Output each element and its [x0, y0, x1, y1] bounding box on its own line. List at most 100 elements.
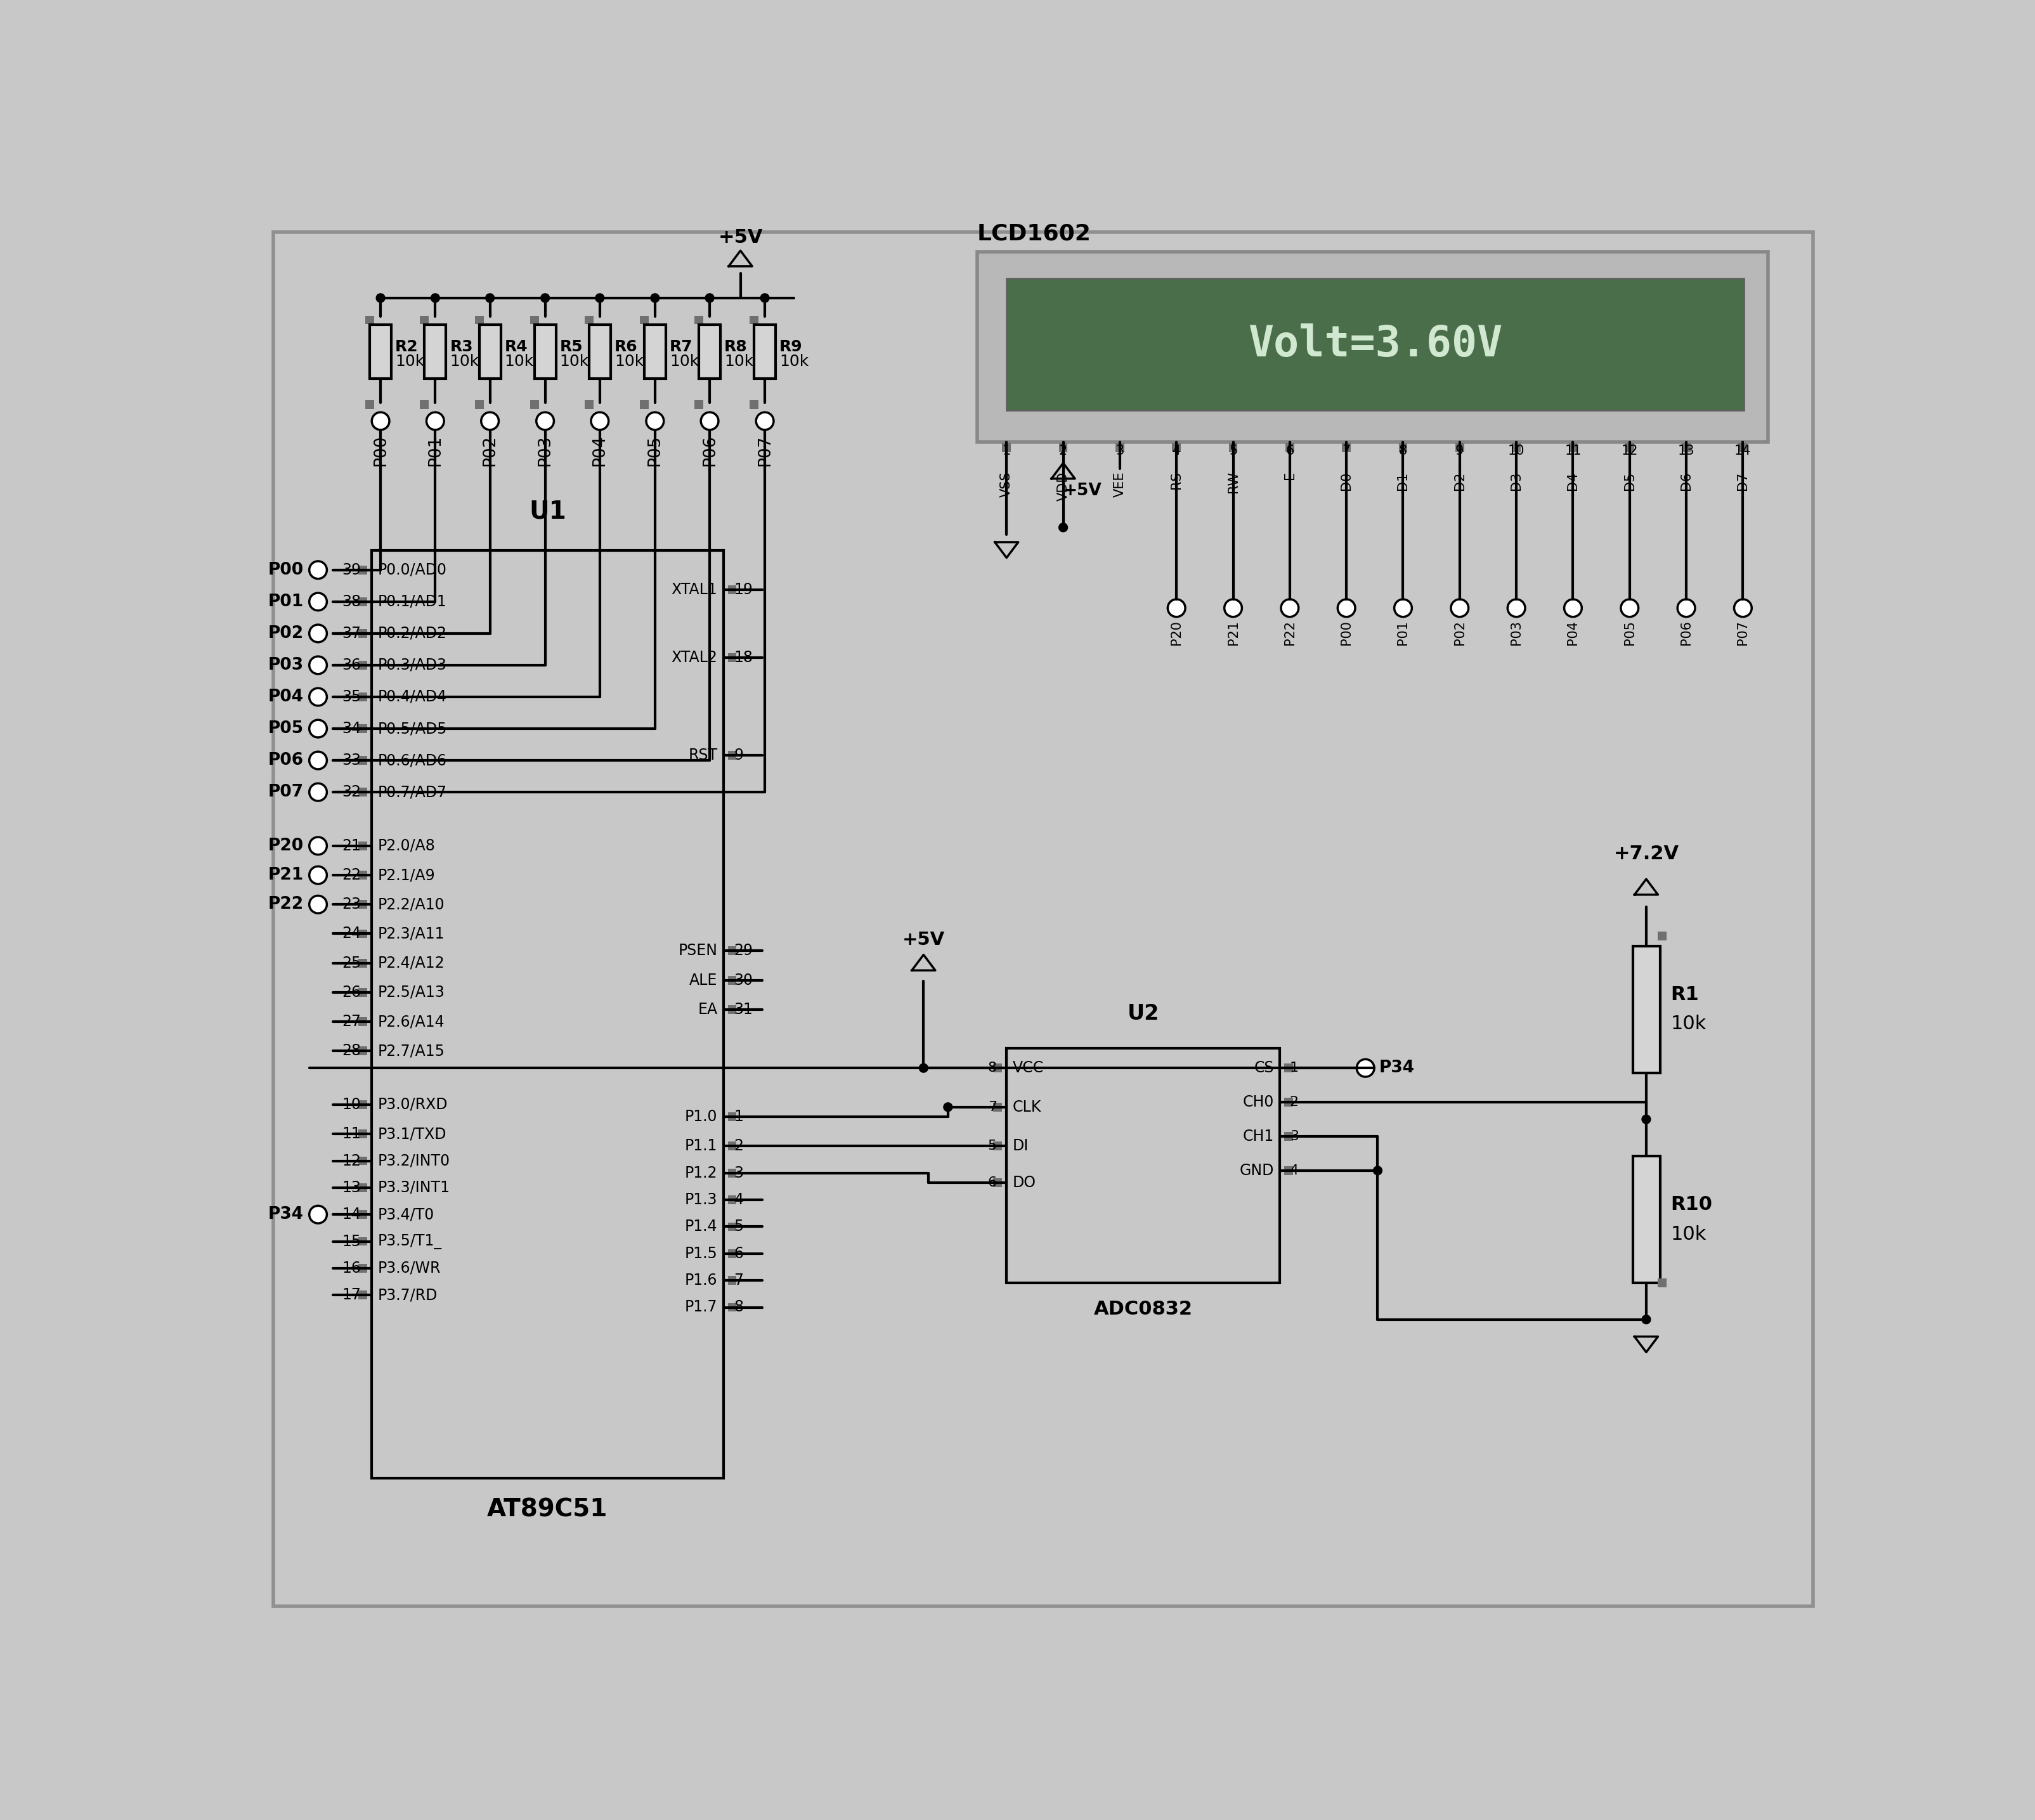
Circle shape [431, 293, 440, 302]
Text: P1.2: P1.2 [686, 1165, 718, 1181]
Text: P05: P05 [647, 435, 663, 466]
Bar [366, 400, 374, 410]
Text: P05: P05 [1624, 621, 1636, 644]
Bar [1284, 1063, 1292, 1072]
Bar [529, 400, 539, 410]
Text: 13: 13 [1679, 444, 1695, 457]
Text: 39: 39 [342, 562, 360, 577]
Text: 2: 2 [1058, 444, 1068, 457]
Text: P02: P02 [269, 626, 303, 642]
Text: 12: 12 [1622, 444, 1638, 457]
Text: R4: R4 [505, 339, 527, 355]
Circle shape [309, 624, 328, 642]
Text: CLK: CLK [1013, 1099, 1042, 1114]
Text: P21: P21 [1227, 621, 1239, 644]
Text: 11: 11 [342, 1127, 360, 1141]
Text: P1.5: P1.5 [684, 1247, 718, 1261]
Circle shape [309, 561, 328, 579]
Bar [729, 1168, 737, 1178]
Text: LCD1602: LCD1602 [977, 222, 1091, 244]
Text: 3: 3 [1290, 1130, 1298, 1143]
Bar [358, 693, 368, 701]
Circle shape [309, 866, 328, 885]
Text: CH1: CH1 [1243, 1128, 1274, 1145]
Text: +5V: +5V [902, 930, 944, 948]
Text: P00: P00 [269, 562, 303, 579]
Text: 7: 7 [1343, 444, 1351, 457]
Text: 16: 16 [342, 1261, 360, 1276]
Bar [474, 315, 484, 324]
Text: 6: 6 [987, 1176, 997, 1188]
Bar [1626, 444, 1634, 453]
Bar [358, 930, 368, 937]
Text: 31: 31 [735, 1001, 753, 1017]
Bar [729, 1276, 737, 1285]
Text: 19: 19 [735, 582, 753, 597]
Text: RST: RST [688, 748, 718, 763]
Circle shape [1451, 599, 1469, 617]
Text: P20: P20 [1170, 621, 1182, 644]
Bar [358, 959, 368, 968]
Bar [366, 315, 374, 324]
Bar [1738, 444, 1748, 453]
Text: 7: 7 [987, 1101, 997, 1114]
Circle shape [427, 413, 444, 430]
Text: P06: P06 [702, 435, 718, 466]
Bar [478, 324, 501, 379]
Text: P2.6/A14: P2.6/A14 [379, 1014, 444, 1030]
Circle shape [376, 293, 385, 302]
Bar [729, 1005, 737, 1014]
Text: 10: 10 [1508, 444, 1524, 457]
Text: AT89C51: AT89C51 [486, 1498, 608, 1522]
Circle shape [1642, 1316, 1650, 1323]
Circle shape [1677, 599, 1695, 617]
Bar [977, 251, 1768, 442]
Circle shape [537, 413, 554, 430]
Bar [729, 1196, 737, 1205]
Text: 37: 37 [342, 626, 360, 641]
Bar [372, 550, 722, 1478]
Bar [1341, 444, 1351, 453]
Text: VCC: VCC [1013, 1061, 1044, 1076]
Text: 6: 6 [1286, 444, 1294, 457]
Text: P07: P07 [1736, 621, 1750, 644]
Circle shape [1508, 599, 1524, 617]
Text: +7.2V: +7.2V [1614, 844, 1679, 863]
Text: 10k: 10k [1671, 1016, 1707, 1034]
Bar [358, 841, 368, 850]
Bar [1398, 444, 1408, 453]
Bar [729, 584, 737, 593]
Text: P2.7/A15: P2.7/A15 [379, 1043, 446, 1059]
Text: P2.2/A10: P2.2/A10 [379, 897, 444, 912]
Bar [749, 315, 759, 324]
Text: P06: P06 [269, 752, 303, 768]
Text: D7: D7 [1736, 471, 1750, 490]
Text: P3.4/T0: P3.4/T0 [379, 1207, 433, 1221]
Text: 14: 14 [342, 1207, 360, 1221]
Circle shape [944, 1103, 952, 1112]
Text: P03: P03 [269, 657, 303, 673]
Text: 5: 5 [735, 1219, 743, 1234]
Bar [474, 400, 484, 410]
Text: VEE: VEE [1113, 471, 1125, 497]
Bar [1569, 444, 1577, 453]
Circle shape [590, 413, 608, 430]
Bar [358, 1101, 368, 1108]
Text: R10: R10 [1671, 1196, 1713, 1214]
Text: XTAL1: XTAL1 [672, 582, 718, 597]
Text: P03: P03 [537, 435, 554, 466]
Text: 24: 24 [342, 926, 360, 941]
Text: D3: D3 [1510, 471, 1522, 490]
Bar [1284, 1132, 1292, 1141]
Text: R6: R6 [615, 339, 637, 355]
Bar [358, 1017, 368, 1026]
Text: P3.0/RXD: P3.0/RXD [379, 1097, 448, 1112]
Bar [993, 1103, 1001, 1112]
Text: 10k: 10k [1671, 1225, 1707, 1243]
Text: P0.1/AD1: P0.1/AD1 [379, 593, 446, 610]
Circle shape [309, 783, 328, 801]
Text: P3.6/WR: P3.6/WR [379, 1261, 442, 1276]
Text: 2: 2 [1290, 1096, 1298, 1108]
Circle shape [651, 293, 659, 302]
Bar [358, 901, 368, 908]
